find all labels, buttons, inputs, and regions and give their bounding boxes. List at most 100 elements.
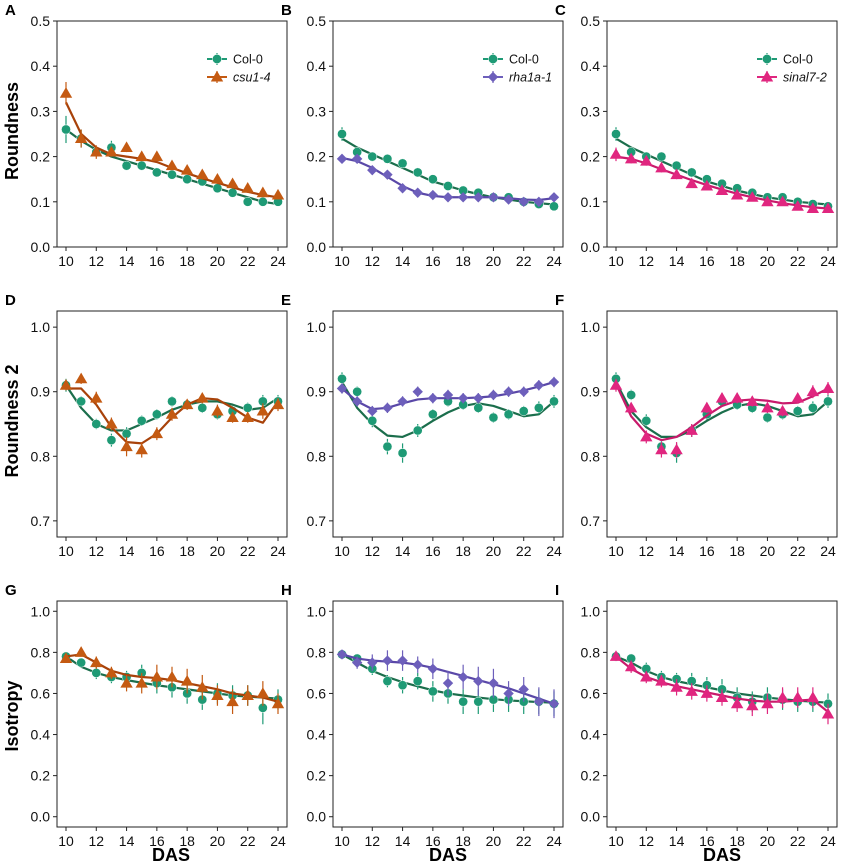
panel-i: I 0.0 0.2 0.4 0.6 0.8 1.0 10 12 14 16 18 20 22 24 xyxy=(555,582,838,849)
data-point-col-0 xyxy=(152,409,162,420)
data-point-rha1a-1 xyxy=(351,657,363,668)
data-point-sinal7-2 xyxy=(624,660,638,672)
data-point-col-0 xyxy=(152,167,162,178)
data-point-sinal7-2 xyxy=(730,188,744,200)
y-tick-label: 0.3 xyxy=(31,103,51,119)
x-tick-label: 24 xyxy=(270,543,286,559)
data-point-rha1a-1 xyxy=(457,192,469,203)
x-tick-label: 22 xyxy=(516,253,532,269)
data-point-rha1a-1 xyxy=(367,164,378,176)
y-tick-label: 0.8 xyxy=(31,448,51,464)
x-tick-label: 22 xyxy=(240,543,256,559)
data-point-col-0 xyxy=(412,425,423,436)
data-point-col-0 xyxy=(549,201,559,212)
data-point-rha1a-1 xyxy=(533,380,545,391)
y-tick-label: 0.0 xyxy=(307,239,327,255)
legend-marker-sinal7-2 xyxy=(760,70,774,82)
x-tick-label: 20 xyxy=(486,833,502,849)
y-tick-label: 0.0 xyxy=(307,809,327,825)
data-point-csu1-4 xyxy=(211,689,224,700)
data-point-col-0 xyxy=(428,174,438,185)
x-tick-label: 20 xyxy=(760,543,776,559)
panel-letter: E xyxy=(281,292,291,309)
x-tick-label: 14 xyxy=(669,833,685,849)
data-point-rha1a-1 xyxy=(503,194,514,205)
y-tick-label: 1.0 xyxy=(31,603,51,619)
x-tick-label: 12 xyxy=(364,253,380,269)
x-tick-label: 18 xyxy=(729,253,745,269)
data-point-col-0 xyxy=(503,409,514,420)
data-point-csu1-4 xyxy=(74,132,88,143)
data-point-rha1a-1 xyxy=(382,655,393,666)
y-tick-label: 0.1 xyxy=(307,194,327,210)
y-tick-label: 0.6 xyxy=(307,685,327,701)
data-point-sinal7-2 xyxy=(685,685,698,696)
data-point-sinal7-2 xyxy=(609,379,623,390)
data-point-sinal7-2 xyxy=(821,382,835,393)
data-point-csu1-4 xyxy=(241,689,254,700)
data-point-csu1-4 xyxy=(271,697,285,709)
x-tick-label: 14 xyxy=(669,253,685,269)
data-point-csu1-4 xyxy=(226,695,239,707)
data-point-csu1-4 xyxy=(150,427,164,439)
series-col-0 xyxy=(611,372,833,463)
x-tick-label: 22 xyxy=(240,833,256,849)
data-point-rha1a-1 xyxy=(336,649,348,660)
y-tick-label: 0.1 xyxy=(581,194,601,210)
y-tick-label: 0.7 xyxy=(581,513,601,529)
x-tick-label: 14 xyxy=(669,543,685,559)
x-tick-label: 10 xyxy=(334,253,350,269)
legend-label-sinal7-2: sinal7-2 xyxy=(783,71,827,85)
y-tick-label: 0.4 xyxy=(31,58,51,74)
plot-frame xyxy=(332,20,564,248)
y-tick-label: 0.6 xyxy=(581,685,601,701)
x-tick-label: 16 xyxy=(149,253,165,269)
data-point-col-0 xyxy=(258,196,268,207)
data-point-csu1-4 xyxy=(165,159,179,171)
data-point-csu1-4 xyxy=(90,391,103,403)
data-point-rha1a-1 xyxy=(548,192,560,203)
data-point-col-0 xyxy=(686,167,697,178)
data-point-rha1a-1 xyxy=(457,671,469,683)
y-tick-label: 0.4 xyxy=(307,727,327,743)
data-point-sinal7-2 xyxy=(640,154,653,166)
data-point-sinal7-2 xyxy=(700,401,714,413)
x-tick-label: 24 xyxy=(546,253,562,269)
data-point-col-0 xyxy=(352,386,362,397)
data-point-csu1-4 xyxy=(196,681,209,692)
x-tick-label: 18 xyxy=(729,833,745,849)
legend-label-col-0: Col-0 xyxy=(233,53,263,67)
data-point-col-0 xyxy=(762,412,773,423)
x-tick-label: 10 xyxy=(58,543,74,559)
x-tick-label: 18 xyxy=(455,833,471,849)
fit-line-col-0 xyxy=(615,381,829,439)
x-tick-label: 20 xyxy=(486,543,502,559)
data-point-col-0 xyxy=(473,696,484,707)
data-point-col-0 xyxy=(808,403,818,413)
data-point-rha1a-1 xyxy=(457,392,469,404)
data-point-col-0 xyxy=(136,415,147,426)
data-point-csu1-4 xyxy=(105,666,118,678)
data-point-csu1-4 xyxy=(120,676,133,688)
data-point-col-0 xyxy=(337,129,347,139)
data-point-col-0 xyxy=(656,151,667,162)
data-point-csu1-4 xyxy=(59,379,73,390)
y-tick-label: 0.8 xyxy=(31,644,51,660)
data-point-sinal7-2 xyxy=(715,184,729,195)
data-point-csu1-4 xyxy=(256,687,270,698)
x-axis-label-col-3: DAS xyxy=(703,845,741,864)
data-point-rha1a-1 xyxy=(412,386,423,397)
panel-letter: F xyxy=(555,292,564,309)
panel-letter: I xyxy=(555,582,559,599)
data-point-csu1-4 xyxy=(74,372,88,384)
x-tick-label: 14 xyxy=(119,253,135,269)
data-point-csu1-4 xyxy=(120,440,133,452)
y-tick-label: 0.0 xyxy=(581,809,601,825)
y-tick-label: 0.8 xyxy=(307,644,327,660)
x-tick-label: 16 xyxy=(699,253,715,269)
data-point-csu1-4 xyxy=(120,141,133,153)
x-tick-label: 10 xyxy=(608,253,624,269)
y-tick-label: 0.5 xyxy=(31,13,51,29)
legend-label-col-0: Col-0 xyxy=(509,53,539,67)
data-point-col-0 xyxy=(382,676,393,686)
